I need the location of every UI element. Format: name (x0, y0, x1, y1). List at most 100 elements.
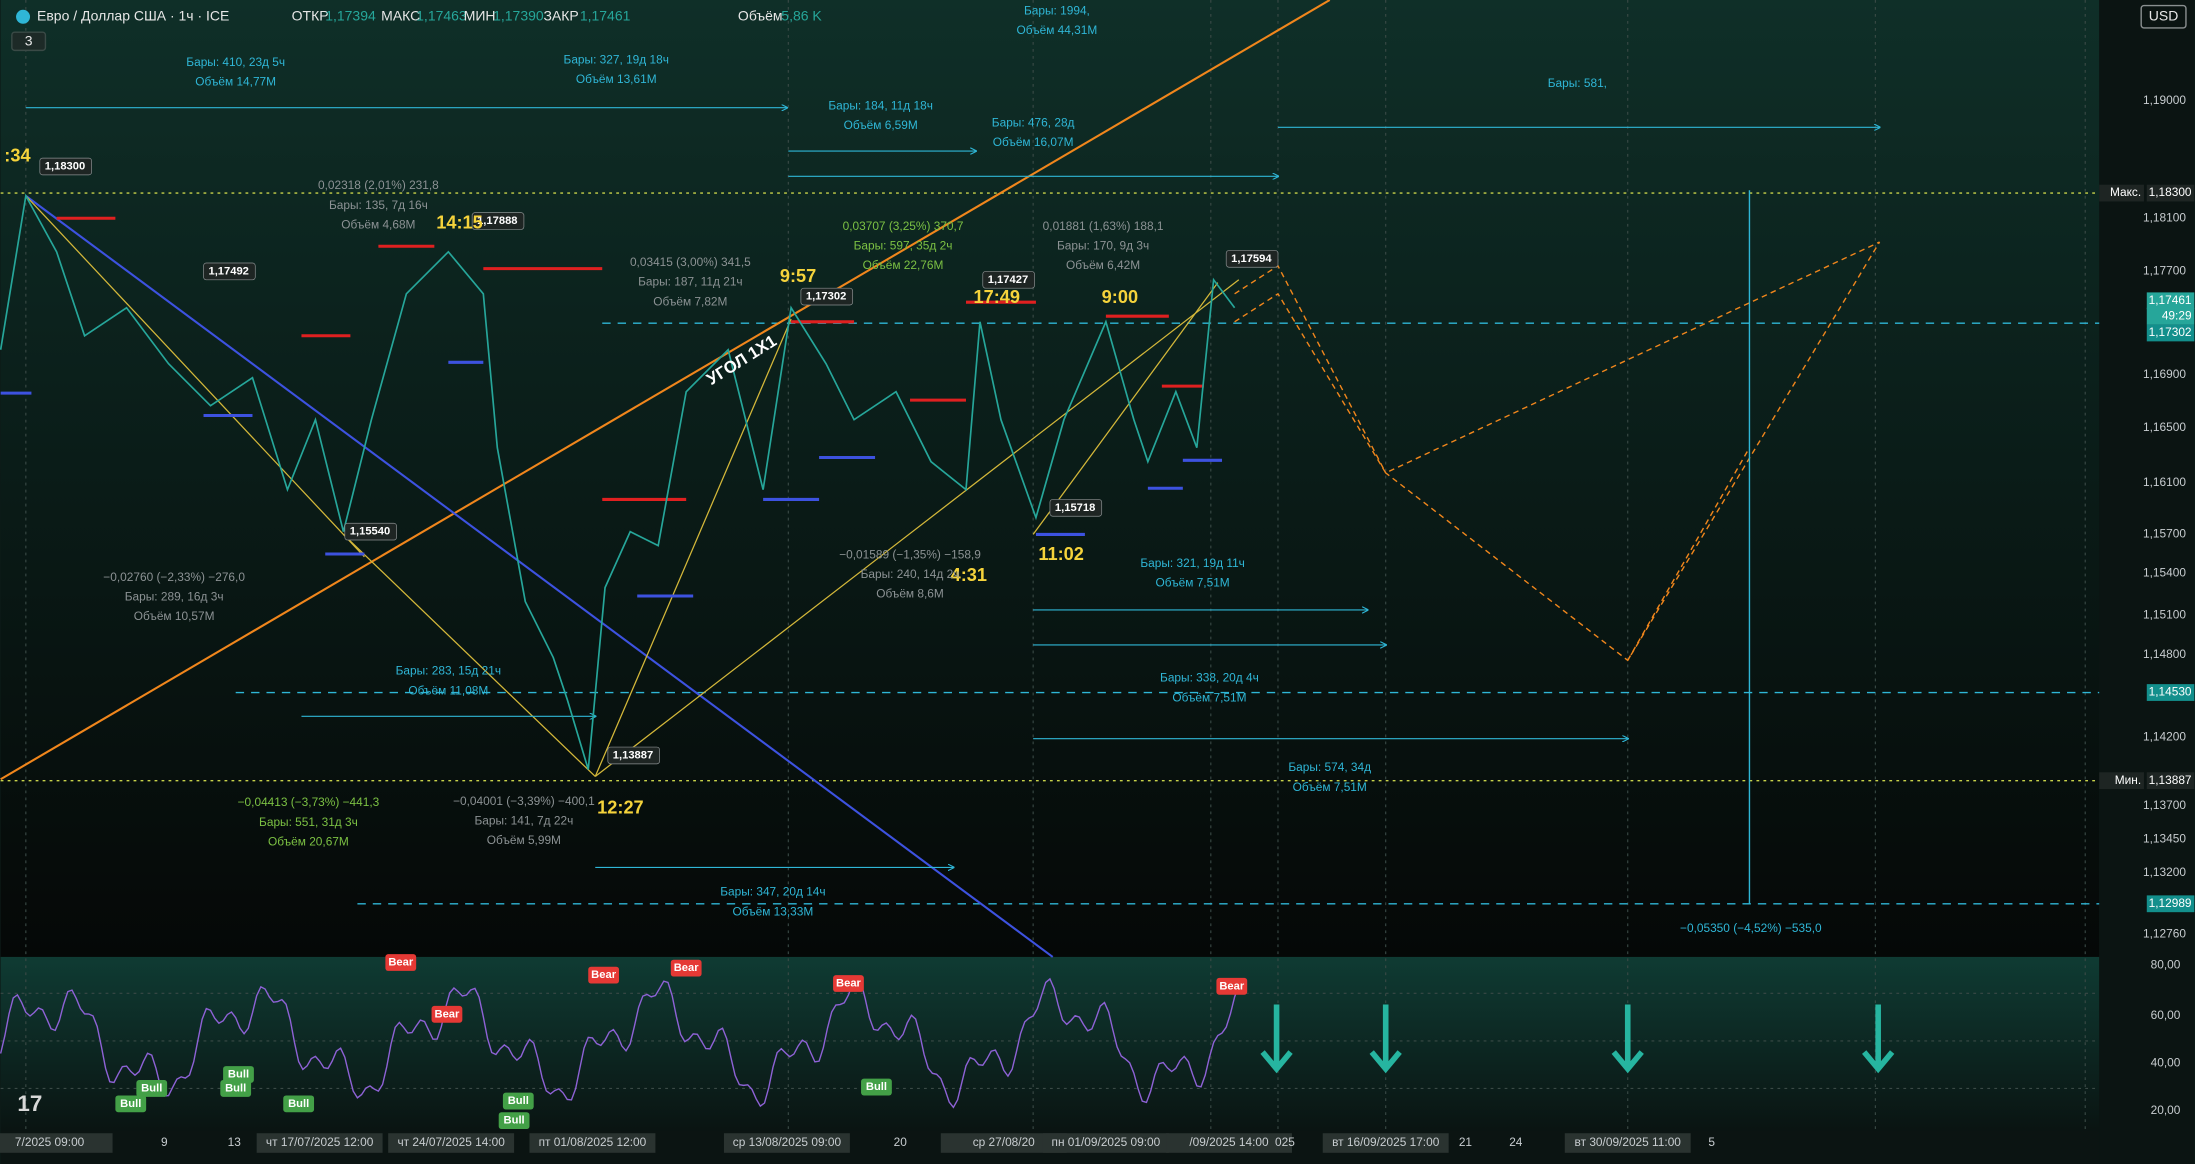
time-label: 7/2025 09:00 (15, 1135, 85, 1149)
price-tag-box (1049, 499, 1103, 517)
signal-label: Bull (288, 1098, 309, 1110)
price-badge (2146, 292, 2195, 310)
time-label-box (1166, 1133, 1292, 1153)
signal-label: Bear (674, 962, 700, 974)
time-marker: 11:02 (1038, 544, 1083, 564)
signal-box (498, 1112, 530, 1130)
price-label: 1,12760 (2143, 927, 2186, 941)
price-badge (2146, 307, 2195, 325)
measure-text: Бары: 170, 9д 3ч (1057, 238, 1149, 252)
price-label: 1,15100 (2143, 608, 2186, 622)
currency-button[interactable] (2140, 4, 2187, 29)
price-label: 1,16100 (2143, 475, 2186, 489)
measure-text: Бары: 289, 16д 3ч (125, 590, 224, 604)
measure-text: Бары: 574, 34д (1288, 760, 1371, 774)
price-label: 1,16500 (2143, 420, 2186, 434)
measure-text: Объём 7,51M (1156, 576, 1230, 590)
logo: 17 (17, 1091, 42, 1116)
signal-label: Bull (504, 1115, 525, 1127)
time-label: вт 30/09/2025 11:00 (1575, 1135, 1682, 1149)
header-open: 1,17394 (325, 7, 376, 23)
measure-text: Бары: 338, 20д 4ч (1160, 671, 1259, 685)
time-label-box (1564, 1133, 1691, 1153)
measure-text: Объём 5,99M (487, 833, 561, 847)
header-open-label: ОТКР (292, 7, 329, 23)
header-volume: 5,86 K (781, 7, 822, 23)
price-tag-box (1225, 250, 1279, 268)
signal-label: Bull (120, 1098, 141, 1110)
measure-text: Объём 20,67M (268, 834, 349, 848)
price-badge-label: 1,17461 (2149, 293, 2192, 307)
price-label: 1,13450 (2143, 832, 2186, 846)
grid (0, 0, 2100, 1131)
header-high-label: МАКС (381, 7, 420, 23)
price-badge-label: 49:29 (2162, 308, 2192, 322)
time-label-box (388, 1133, 515, 1153)
price-tag-box (982, 271, 1035, 289)
signal-box (431, 1005, 463, 1023)
price-scale (2099, 0, 2195, 1164)
time-label: /09/2025 14:00 (1189, 1135, 1269, 1149)
measure-text: 0,01881 (1,63%) 188,1 (1043, 219, 1164, 233)
measure-text: Бары: 327, 19д 18ч (564, 52, 669, 66)
measure-text: Бары: 410, 23д 5ч (186, 55, 285, 69)
rsi-label: 60,00 (2151, 1008, 2181, 1022)
price-label: 1,13200 (2143, 865, 2186, 879)
measure-text: 0,02318 (2,01%) 231,8 (318, 178, 439, 192)
measure-text: Бары: 187, 11д 21ч (638, 275, 743, 289)
signal-box (1216, 977, 1248, 995)
measure-text: Объём 6,59M (844, 118, 918, 132)
time-label-box (940, 1133, 1067, 1153)
rsi-pane (0, 956, 2100, 1131)
forecast (1234, 241, 1881, 662)
price-badge (2099, 772, 2144, 790)
time-label-box (723, 1133, 850, 1153)
price-badge (2146, 184, 2195, 202)
price-tag-box (203, 262, 256, 281)
header-close-label: ЗАКР (543, 7, 578, 23)
signal-box (588, 966, 620, 984)
price-badge-label: 1,14530 (2149, 685, 2192, 699)
measure-text: Объём 7,51M (1172, 690, 1246, 704)
symbol-icon (16, 9, 31, 24)
price-label: 1,15700 (2143, 527, 2186, 541)
measure-text: Объём 4,68M (341, 217, 415, 231)
price-tag: 1,18300 (45, 160, 85, 172)
time-marker: 14:15 (436, 213, 482, 233)
signal-label: Bear (591, 969, 617, 981)
signal-box (670, 959, 702, 977)
down-arrows (1260, 1004, 1895, 1074)
measure-text: Бары: 321, 19д 11ч (1140, 556, 1245, 570)
range-arrows (25, 108, 1880, 868)
measure-text: Бары: 551, 31д 3ч (259, 815, 358, 829)
signal-label: Bull (866, 1081, 887, 1093)
measure-text: Бары: 135, 7д 16ч (329, 198, 428, 212)
time-label: 24 (1509, 1135, 1523, 1149)
price-tag-box (39, 157, 92, 176)
price-label: 1,19000 (2143, 93, 2186, 107)
rsi-label: 80,00 (2151, 957, 2181, 971)
price-badge-label: 1,17302 (2149, 325, 2192, 339)
signal-label: Bear (388, 956, 414, 968)
measure-text: Объём 11,08M (408, 683, 488, 697)
price-badge (2146, 684, 2195, 701)
measure-text: Бары: 581, (1548, 76, 1607, 90)
price-tag-box (344, 522, 397, 541)
measure-text: −0,01589 (−1,35%) −158,9 (839, 548, 981, 562)
price-badge (2146, 895, 2195, 913)
time-label: чт 24/07/2025 14:00 (397, 1135, 505, 1149)
time-label: ср 13/08/2025 09:00 (733, 1135, 842, 1149)
measure-text: 0,03415 (3,00%) 341,5 (630, 255, 751, 269)
signal-label: Bull (225, 1082, 246, 1094)
time-marker: 12:27 (597, 797, 643, 817)
price-badge-label: Мин. (2115, 773, 2141, 787)
price-tag: 1,15540 (350, 526, 390, 538)
measure-text: Объём 8,6M (876, 587, 944, 601)
time-label-box (529, 1133, 656, 1153)
signal-label: Bull (141, 1082, 162, 1094)
indicator-toggle[interactable] (11, 31, 47, 52)
signal-box (833, 975, 864, 992)
signal-box (861, 1078, 892, 1096)
time-marker: 17:49 (974, 287, 1020, 307)
